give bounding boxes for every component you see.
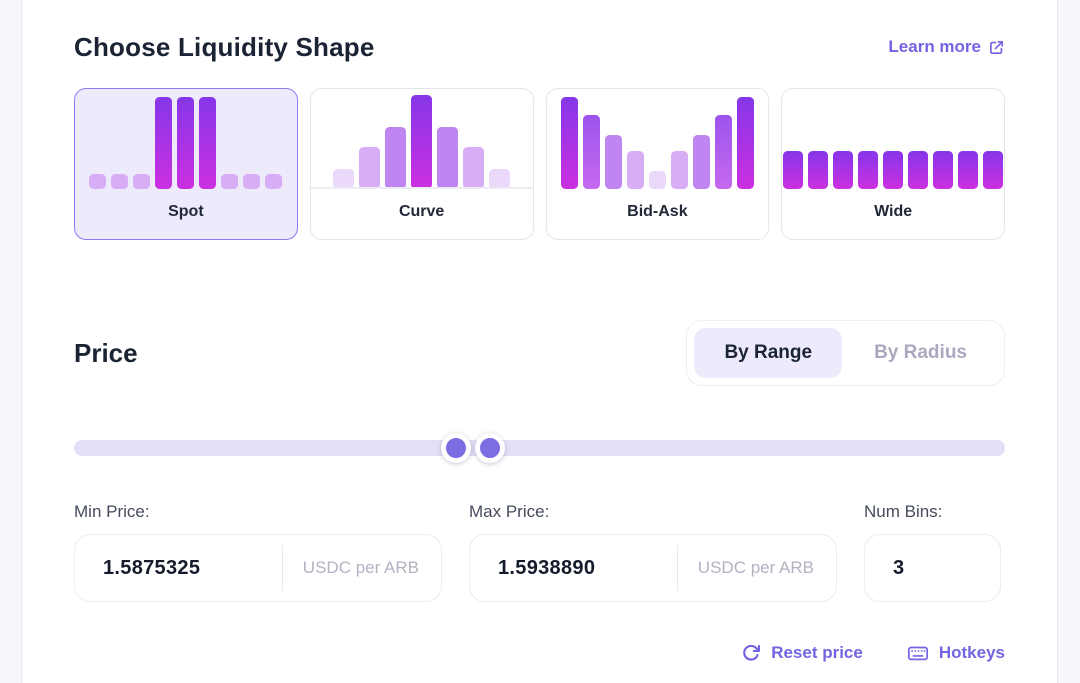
- shape-bar: [243, 174, 261, 189]
- bid-ask-bars-icon: [560, 93, 754, 189]
- wide-bars-icon: [783, 93, 1004, 189]
- min-price-input[interactable]: 1.5875325 USDC per ARB: [74, 534, 442, 602]
- hotkeys-button[interactable]: Hotkeys: [907, 642, 1005, 664]
- panel-header: Choose Liquidity Shape Learn more: [74, 30, 1005, 64]
- shape-bar: [692, 135, 710, 189]
- price-inputs: 1.5875325 USDC per ARB 1.5938890 USDC pe…: [74, 534, 1005, 602]
- shape-card-wide[interactable]: Wide: [781, 88, 1005, 240]
- curve-baseline: [309, 187, 535, 189]
- max-price-unit: USDC per ARB: [697, 558, 814, 577]
- shape-bar: [411, 95, 433, 189]
- min-price-unit: USDC per ARB: [302, 558, 419, 577]
- refresh-icon: [741, 643, 761, 663]
- shape-bar: [560, 97, 578, 189]
- shape-bar: [265, 174, 283, 189]
- shape-bar: [933, 151, 954, 189]
- shape-bar: [858, 151, 879, 189]
- shape-bar: [783, 151, 804, 189]
- shape-bar: [714, 115, 732, 189]
- shape-bar: [736, 97, 754, 189]
- shape-bar: [133, 174, 151, 189]
- shape-label: Spot: [168, 203, 204, 220]
- shape-card-bid-ask[interactable]: Bid-Ask: [545, 88, 770, 240]
- shape-bar: [604, 135, 622, 189]
- shape-bar: [199, 97, 217, 189]
- shape-card-spot[interactable]: Spot: [74, 88, 298, 240]
- slider-track[interactable]: [74, 440, 1005, 456]
- reset-price-label: Reset price: [771, 643, 863, 662]
- page-title: Choose Liquidity Shape: [74, 31, 375, 62]
- slider-handle-min[interactable]: [440, 433, 471, 463]
- shape-bar: [626, 151, 644, 189]
- shape-bar: [463, 147, 485, 189]
- slider-handle-max[interactable]: [475, 433, 506, 463]
- min-price-value[interactable]: 1.5875325: [103, 556, 201, 579]
- num-bins-input[interactable]: 3: [864, 534, 1001, 602]
- learn-more-label: Learn more: [888, 37, 981, 56]
- field-labels: Min Price: Max Price: Num Bins:: [74, 502, 1005, 522]
- input-divider: [281, 545, 283, 591]
- shape-bar: [489, 169, 511, 189]
- hotkeys-label: Hotkeys: [938, 643, 1005, 662]
- shape-bar: [359, 147, 381, 189]
- shape-bar: [437, 127, 459, 189]
- shape-bar: [385, 127, 407, 189]
- shape-card-curve[interactable]: Curve: [309, 88, 535, 240]
- shape-label: Curve: [398, 203, 445, 220]
- price-range-slider: [74, 433, 1005, 463]
- shape-bar: [89, 174, 107, 189]
- toggle-by-range[interactable]: By Range: [694, 328, 843, 378]
- shape-bar: [833, 151, 854, 189]
- max-price-input[interactable]: 1.5938890 USDC per ARB: [469, 534, 837, 602]
- shape-bar: [908, 151, 929, 189]
- shape-bar: [670, 151, 688, 189]
- shape-bar: [648, 171, 666, 189]
- shape-bar: [808, 151, 829, 189]
- shape-bar: [983, 151, 1004, 189]
- reset-price-button[interactable]: Reset price: [741, 643, 863, 663]
- shape-bar: [111, 174, 129, 189]
- shape-bar: [958, 151, 979, 189]
- min-price-label: Min Price:: [74, 502, 150, 521]
- shape-label: Wide: [874, 203, 913, 220]
- right-gutter: [1057, 0, 1080, 683]
- input-divider: [676, 545, 678, 591]
- spot-bars-icon: [89, 93, 283, 189]
- toggle-by-radius[interactable]: By Radius: [844, 328, 997, 378]
- shape-bar: [582, 115, 600, 189]
- panel-footer: Reset price Hotkeys: [74, 642, 1005, 664]
- shape-bar: [155, 97, 173, 189]
- price-header: Price By Range By Radius: [74, 320, 1005, 386]
- max-price-label: Max Price:: [469, 502, 550, 521]
- keyboard-icon: [907, 642, 929, 664]
- max-price-value[interactable]: 1.5938890: [498, 556, 596, 579]
- shape-bar: [883, 151, 904, 189]
- price-title: Price: [74, 337, 138, 368]
- liquidity-panel: Choose Liquidity Shape Learn more Spot C…: [22, 0, 1057, 683]
- num-bins-label: Num Bins:: [864, 502, 943, 521]
- num-bins-value[interactable]: 3: [893, 556, 905, 579]
- price-mode-toggle: By Range By Radius: [686, 320, 1005, 386]
- shape-bar: [221, 174, 239, 189]
- curve-bars-icon: [309, 93, 535, 189]
- shape-selector: Spot Curve Bid-Ask Wide: [74, 88, 1005, 240]
- shape-bar: [333, 169, 355, 189]
- shape-label: Bid-Ask: [627, 203, 688, 220]
- left-gutter: [0, 0, 22, 683]
- shape-bar: [177, 97, 195, 189]
- external-link-icon: [988, 39, 1005, 56]
- learn-more-link[interactable]: Learn more: [888, 37, 1005, 57]
